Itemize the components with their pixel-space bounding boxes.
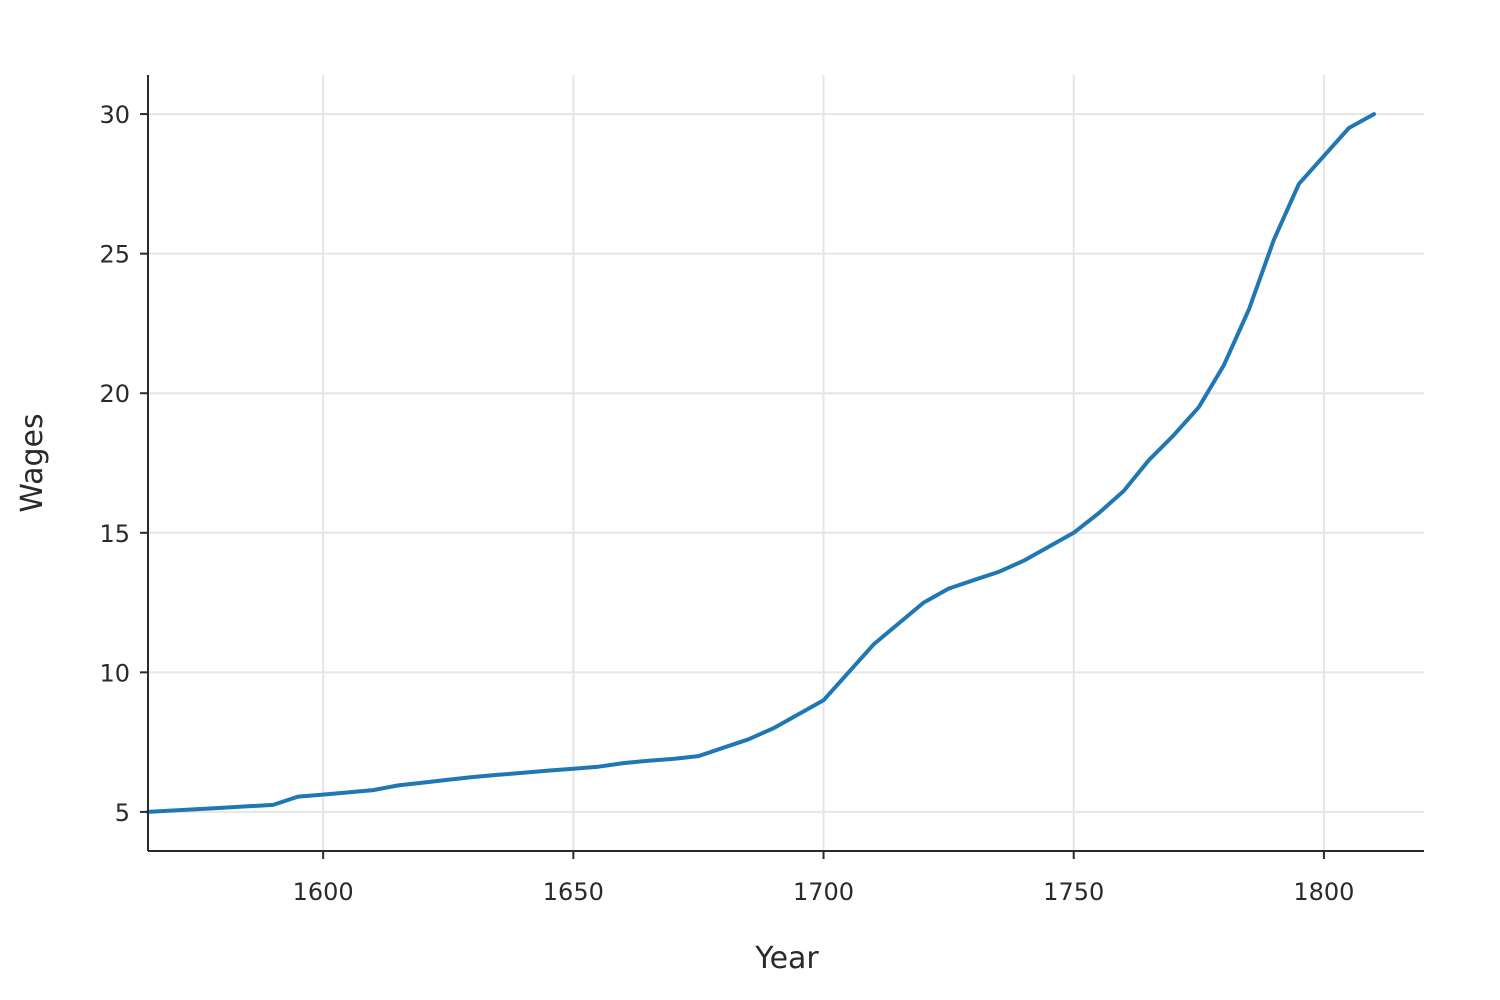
y-tick-label: 20 [99, 380, 130, 408]
x-tick-label: 1600 [293, 878, 354, 906]
x-tick-label: 1800 [1293, 878, 1354, 906]
y-gridlines [148, 113, 1424, 813]
y-tick-label: 10 [99, 659, 130, 687]
x-axis-ticks: 1600 1650 1700 1750 1800 [293, 851, 1354, 906]
y-tick-label: 15 [99, 520, 130, 548]
y-axis-title: Wages [15, 413, 50, 512]
x-tick-label: 1700 [793, 878, 854, 906]
x-gridlines [322, 75, 1325, 851]
y-tick-label: 25 [99, 241, 130, 269]
y-axis-ticks: 5 10 15 20 25 30 [99, 101, 148, 827]
y-tick-label: 5 [115, 799, 130, 827]
x-tick-label: 1650 [543, 878, 604, 906]
x-axis-title: Year [754, 941, 819, 976]
y-tick-label: 30 [99, 101, 130, 129]
x-tick-label: 1750 [1043, 878, 1104, 906]
series-line [146, 112, 1376, 814]
plot-series [146, 112, 1376, 814]
